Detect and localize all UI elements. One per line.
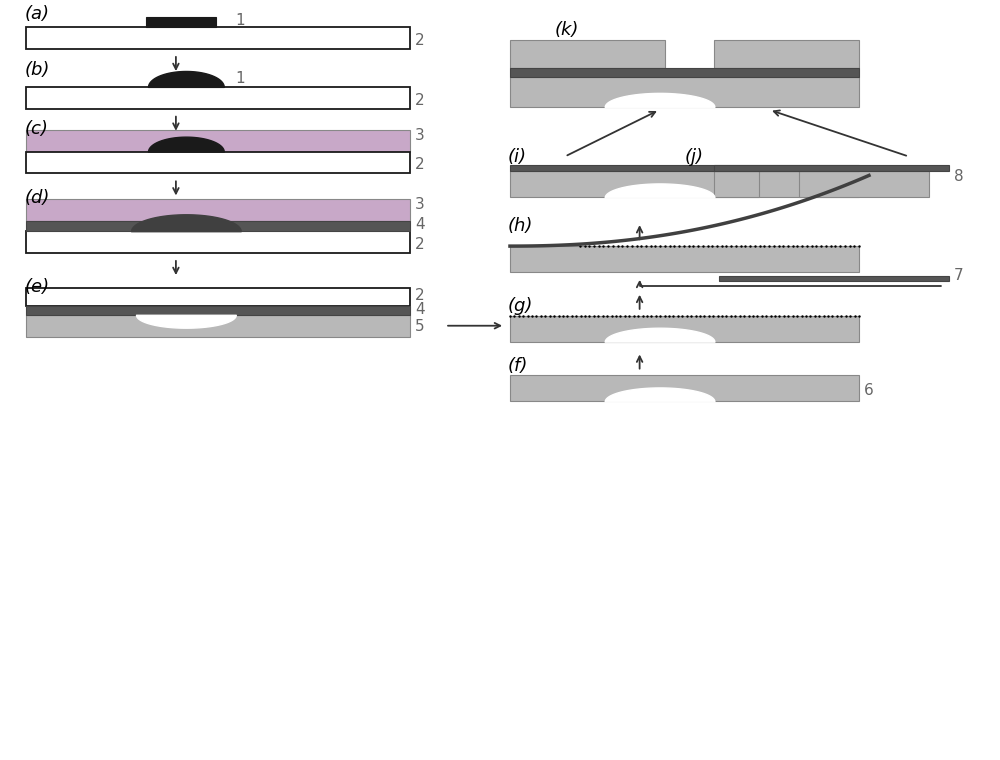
Text: 2: 2 xyxy=(415,237,425,252)
Bar xyxy=(26,315,410,337)
Bar xyxy=(26,130,410,151)
Bar xyxy=(510,40,665,68)
Text: (a): (a) xyxy=(24,5,49,24)
Bar xyxy=(146,17,216,27)
Bar xyxy=(26,288,410,306)
Text: 2: 2 xyxy=(415,157,425,173)
Text: (i): (i) xyxy=(508,147,527,166)
Bar xyxy=(714,172,759,198)
Bar xyxy=(26,151,410,173)
Text: 4: 4 xyxy=(415,217,425,233)
Bar xyxy=(510,164,859,172)
Text: 8: 8 xyxy=(954,169,963,185)
Text: 3: 3 xyxy=(415,128,425,143)
Bar xyxy=(719,276,949,281)
Bar xyxy=(510,172,859,198)
Bar xyxy=(26,231,410,253)
Bar xyxy=(510,375,859,401)
Bar xyxy=(714,40,859,68)
Text: (c): (c) xyxy=(24,119,48,138)
Text: 3: 3 xyxy=(415,198,425,212)
Text: 2: 2 xyxy=(415,33,425,48)
Text: 1: 1 xyxy=(236,13,245,28)
Text: (e): (e) xyxy=(24,278,49,296)
Bar xyxy=(26,27,410,49)
Text: 4: 4 xyxy=(415,302,425,317)
Bar xyxy=(26,306,410,315)
Bar xyxy=(799,172,929,198)
Text: (j): (j) xyxy=(684,147,703,166)
Text: 2: 2 xyxy=(415,93,425,108)
Text: 7: 7 xyxy=(954,268,963,283)
Text: (f): (f) xyxy=(508,356,528,375)
Bar xyxy=(26,221,410,231)
Bar xyxy=(510,77,859,107)
Text: (d): (d) xyxy=(24,189,50,207)
Bar xyxy=(26,199,410,221)
Text: (b): (b) xyxy=(24,61,50,79)
Text: 5: 5 xyxy=(415,318,425,334)
Text: (g): (g) xyxy=(508,297,533,315)
Text: 2: 2 xyxy=(415,288,425,302)
Bar xyxy=(510,315,859,342)
Bar xyxy=(714,164,949,172)
Text: (h): (h) xyxy=(508,217,533,235)
Bar xyxy=(26,87,410,109)
Text: 1: 1 xyxy=(236,71,245,86)
Text: 6: 6 xyxy=(864,383,874,398)
Text: (k): (k) xyxy=(555,21,579,39)
Bar xyxy=(510,246,859,272)
Bar xyxy=(510,68,859,77)
